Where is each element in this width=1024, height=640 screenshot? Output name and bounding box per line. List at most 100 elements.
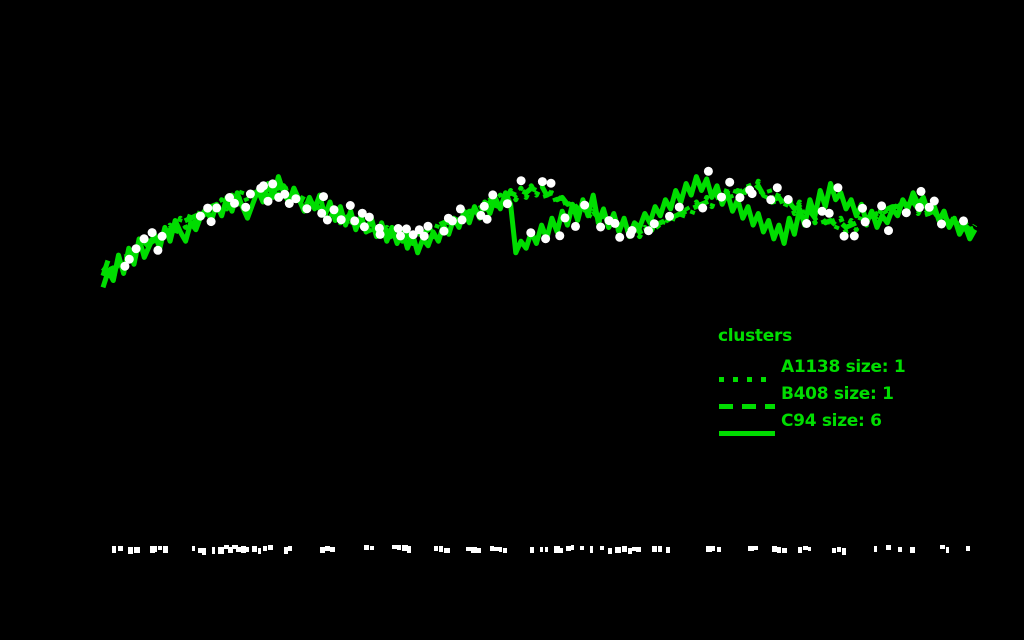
scatter-marker[interactable] [212,203,222,213]
scatter-marker[interactable] [396,231,405,241]
scatter-marker[interactable] [596,222,606,232]
legend[interactable]: clusters A1138 size: 1 B408 size: 1 C94 si… [713,326,923,444]
scatter-marker[interactable] [414,225,424,235]
scatter-marker[interactable] [375,229,385,239]
scatter-marker[interactable] [302,204,312,214]
scatter-marker[interactable] [516,176,526,186]
scatter-marker[interactable] [833,183,843,193]
scatter-marker[interactable] [120,261,130,271]
scatter-marker[interactable] [482,214,492,224]
scatter-marker[interactable] [725,177,735,187]
scatter-marker[interactable] [644,226,653,236]
scatter-marker[interactable] [291,194,301,204]
scatter-marker[interactable] [195,211,205,221]
scatter-marker[interactable] [455,204,465,214]
scatter-marker[interactable] [124,254,134,264]
scatter-marker[interactable] [929,196,939,206]
scatter-marker[interactable] [526,228,536,238]
series-line-b408[interactable] [100,183,977,277]
scatter-marker[interactable] [153,245,163,255]
scatter-marker[interactable] [206,217,216,227]
scatter-marker[interactable] [849,231,859,241]
scatter-marker[interactable] [439,226,449,236]
scatter-marker[interactable] [329,205,339,215]
scatter-marker[interactable] [858,203,867,213]
scatter-marker[interactable] [479,201,489,211]
legend-item-c94[interactable]: C94 size: 6 [713,410,923,436]
scatter-marker[interactable] [698,203,708,213]
scatter-marker[interactable] [915,202,924,212]
scatter-marker[interactable] [580,200,590,210]
scatter-marker[interactable] [350,216,360,226]
scatter-marker[interactable] [824,208,834,218]
scatter-marker[interactable] [924,202,934,212]
scatter-marker[interactable] [901,208,911,218]
series-line-c94[interactable] [100,174,978,289]
scatter-marker[interactable] [402,224,411,234]
scatter-marker[interactable] [959,216,968,226]
scatter-marker[interactable] [284,199,294,208]
scatter-marker[interactable] [735,193,745,203]
scatter-marker[interactable] [447,216,457,226]
scatter-marker[interactable] [703,166,713,176]
scatter-marker[interactable] [203,203,213,213]
scatter-marker[interactable] [555,231,565,241]
scatter-marker[interactable] [139,234,149,244]
scatter-marker[interactable] [916,186,926,196]
scatter-marker[interactable] [571,221,580,231]
scatter-marker[interactable] [259,181,268,191]
scatter-marker[interactable] [817,206,827,216]
scatter-marker[interactable] [546,178,556,188]
scatter-marker[interactable] [766,195,776,205]
scatter-marker[interactable] [322,215,332,225]
scatter-marker[interactable] [665,211,674,221]
scatter-marker[interactable] [393,224,403,233]
scatter-marker[interactable] [280,189,290,199]
scatter-marker[interactable] [317,208,327,218]
scatter-marker[interactable] [877,201,887,211]
scatter-marker[interactable] [783,195,793,204]
scatter-marker[interactable] [615,232,625,242]
scatter-marker[interactable] [627,226,637,235]
scatter-marker[interactable] [336,215,346,225]
scatter-marker[interactable] [319,192,328,202]
scatter-marker[interactable] [610,218,620,228]
scatter-marker[interactable] [245,189,255,199]
scatter-marker[interactable] [147,228,157,238]
scatter-marker[interactable] [423,221,433,231]
scatter-marker[interactable] [364,212,374,222]
scatter-marker[interactable] [541,234,551,244]
scatter-marker[interactable] [860,217,870,227]
scatter-marker[interactable] [884,226,893,236]
scatter-marker[interactable] [747,189,757,199]
scatter-marker[interactable] [131,244,141,254]
scatter-marker[interactable] [157,231,167,241]
scatter-marker[interactable] [502,199,512,209]
scatter-marker[interactable] [537,177,547,187]
scatter-marker[interactable] [359,222,369,232]
scatter-marker[interactable] [268,179,278,189]
scatter-marker[interactable] [649,219,659,229]
scatter-marker[interactable] [241,202,251,212]
scatter-marker[interactable] [357,208,367,218]
scatter-marker[interactable] [839,231,849,241]
scatter-marker[interactable] [419,231,429,241]
x-tick-mark [202,548,206,555]
scatter-marker[interactable] [717,192,726,202]
scatter-marker[interactable] [560,213,570,223]
scatter-marker[interactable] [263,196,273,206]
x-tick-mark [288,546,292,551]
series-line-a1138[interactable] [101,178,978,281]
legend-item-b408[interactable]: B408 size: 1 [713,383,923,409]
scatter-marker[interactable] [802,219,812,228]
scatter-marker[interactable] [408,230,418,240]
legend-item-a1138[interactable]: A1138 size: 1 [713,356,923,382]
scatter-marker[interactable] [772,183,782,193]
scatter-marker[interactable] [674,202,684,212]
scatter-marker[interactable] [457,215,467,225]
scatter-marker[interactable] [345,201,355,210]
scatter-marker[interactable] [488,190,498,200]
scatter-marker[interactable] [230,198,239,208]
scatter-marker[interactable] [937,219,946,229]
